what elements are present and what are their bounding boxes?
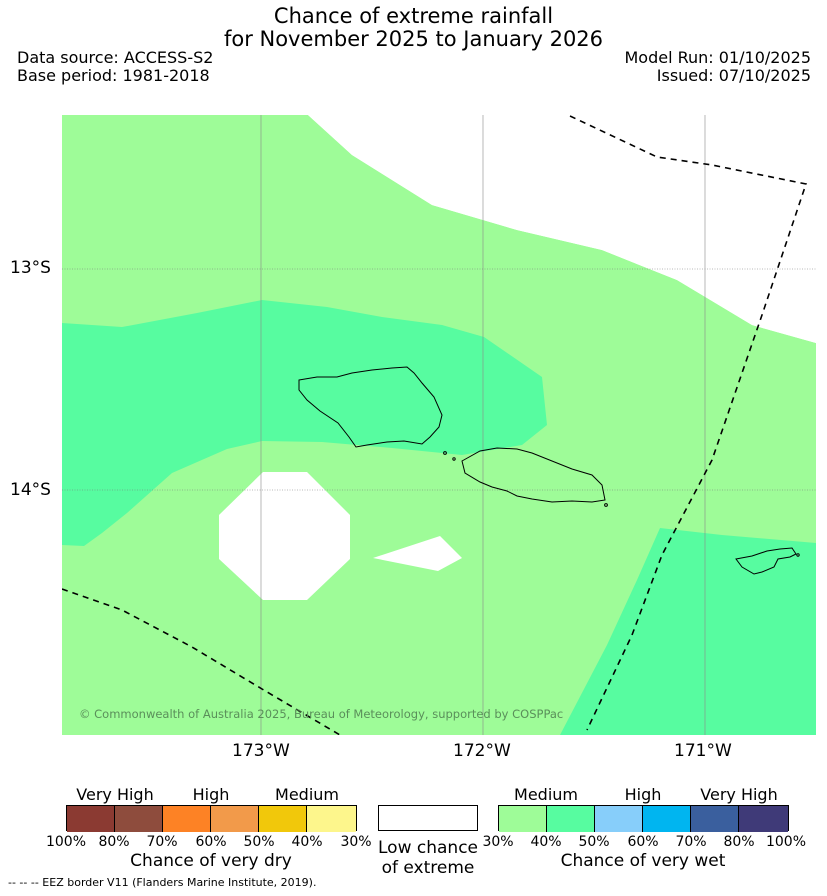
wet-level-high: High: [624, 785, 662, 804]
dry-level-medium: Medium: [275, 785, 339, 804]
eez-border-note: -- -- -- EEZ border V11 (Flanders Marine…: [8, 876, 317, 889]
copyright-text: © Commonwealth of Australia 2025, Bureau…: [79, 707, 563, 721]
map-region-40-50-north: [62, 300, 547, 546]
island-savaii: [298, 366, 443, 448]
model-run: Model Run: 01/10/2025: [624, 48, 812, 67]
dry-level-high: High: [192, 785, 230, 804]
wet-tick-30: 30%: [482, 834, 514, 850]
wet-level-medium: Medium: [514, 785, 578, 804]
dry-tick-50: 50%: [243, 834, 275, 850]
dry-colorbar: [66, 805, 357, 832]
data-source: Data source: ACCESS-S2: [17, 48, 214, 67]
wet-level-very-high: Very High: [700, 785, 778, 804]
wet-tick-50: 50%: [578, 834, 610, 850]
dry-tick-70: 70%: [146, 834, 178, 850]
wet-tick-70: 70%: [675, 834, 707, 850]
low-caption-line-1: Low chance: [378, 838, 478, 858]
dry-tick-100: 100%: [45, 834, 87, 850]
dry-swatch-40-30: [307, 806, 356, 832]
wet-swatch-80-100: [739, 806, 788, 832]
dry-swatch-70-60: [163, 806, 211, 832]
dry-tick-30: 30%: [340, 834, 372, 850]
dry-tick-80: 80%: [98, 834, 130, 850]
low-caption-line-2: of extreme: [381, 858, 475, 878]
lon-label-171w: 171°W: [674, 741, 732, 761]
issued-date: Issued: 07/10/2025: [656, 66, 811, 85]
dry-swatch-80-70: [115, 806, 163, 832]
base-period: Base period: 1981-2018: [17, 66, 210, 85]
wet-colorbar: [498, 805, 789, 832]
dry-level-very-high: Very High: [76, 785, 154, 804]
map-region-low-octagon: [219, 472, 350, 600]
island-tutuila: [735, 547, 797, 575]
wet-tick-100: 100%: [765, 834, 807, 850]
lon-label-172w: 172°W: [453, 741, 511, 761]
wet-tick-80: 80%: [723, 834, 755, 850]
dry-caption: Chance of very dry: [130, 851, 292, 871]
lat-label-14s: 14°S: [10, 480, 51, 500]
map-region-40-50-southeast: [560, 528, 816, 735]
dry-swatch-50-40: [259, 806, 307, 832]
wet-swatch-30-40: [499, 806, 547, 832]
dry-tick-40: 40%: [291, 834, 323, 850]
eez-border: [62, 115, 808, 735]
lat-label-13s: 13°S: [10, 258, 51, 278]
dry-swatch-60-50: [211, 806, 259, 832]
dry-tick-60: 60%: [195, 834, 227, 850]
lon-label-173w: 173°W: [232, 741, 290, 761]
wet-tick-40: 40%: [530, 834, 562, 850]
map-region-low-small: [373, 536, 462, 571]
rainfall-map: © Commonwealth of Australia 2025, Bureau…: [62, 115, 816, 735]
wet-swatch-40-50: [547, 806, 595, 832]
wet-swatch-70-80: [691, 806, 739, 832]
wet-swatch-50-60: [595, 806, 643, 832]
wet-swatch-60-70: [643, 806, 691, 832]
title-line-1: Chance of extreme rainfall: [273, 4, 554, 28]
title-line-2: for November 2025 to January 2026: [223, 27, 604, 51]
map-region-low-northeast: [308, 115, 816, 343]
island-upolu: [461, 447, 606, 503]
wet-tick-60: 60%: [627, 834, 659, 850]
map-gridlines: [62, 115, 816, 735]
dry-swatch-100-80: [67, 806, 115, 832]
low-chance-swatch: [378, 805, 478, 831]
wet-caption: Chance of very wet: [560, 851, 726, 871]
